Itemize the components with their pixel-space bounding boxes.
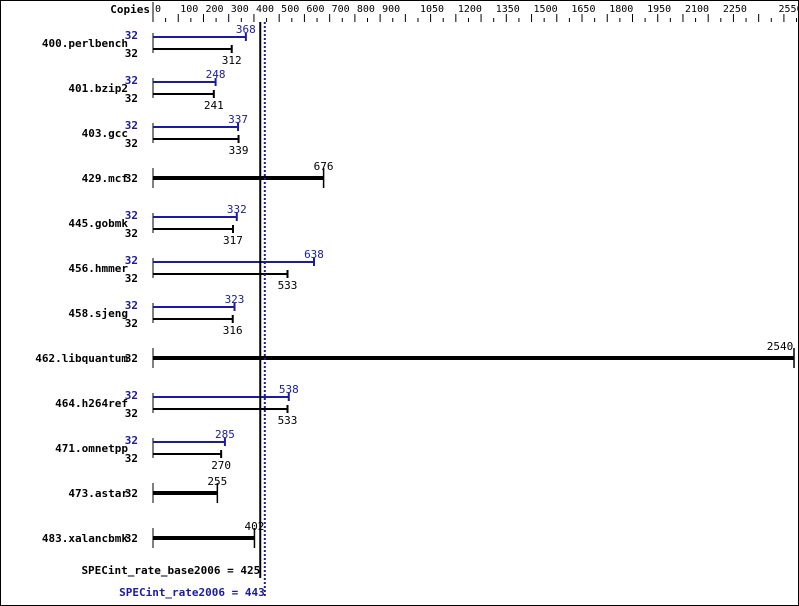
tick-label: 1800 — [609, 4, 633, 15]
base-value: 402 — [245, 520, 265, 533]
copies-peak: 32 — [125, 209, 138, 222]
tick-label: 2100 — [685, 4, 709, 15]
peak-value: 337 — [228, 113, 248, 126]
tick-label: 1050 — [420, 4, 444, 15]
axis-title: Copies — [110, 3, 150, 16]
tick-label: 300 — [231, 4, 249, 15]
copies-base: 32 — [125, 317, 138, 330]
base-value: 339 — [229, 144, 249, 157]
peak-value: 638 — [304, 248, 324, 261]
benchmark-label: 445.gobmk — [68, 217, 128, 230]
base-summary-label: SPECint_rate_base2006 = 425 — [81, 564, 260, 577]
copies-peak: 32 — [125, 434, 138, 447]
tick-label: 600 — [306, 4, 324, 15]
base-value: 312 — [222, 54, 242, 67]
benchmark-label: 471.omnetpp — [55, 442, 128, 455]
tick-label: 100 — [180, 4, 198, 15]
tick-label: 2250 — [723, 4, 747, 15]
tick-label: 1500 — [534, 4, 558, 15]
base-value: 676 — [314, 160, 334, 173]
tick-label: 900 — [382, 4, 400, 15]
copies-peak: 32 — [125, 119, 138, 132]
peak-summary-label: SPECint_rate2006 = 443 — [119, 586, 265, 599]
benchmark-label: 401.bzip2 — [68, 82, 128, 95]
copies-peak: 32 — [125, 389, 138, 402]
tick-label: 700 — [332, 4, 350, 15]
copies-peak: 32 — [125, 74, 138, 87]
benchmark-label: 483.xalancbmk — [42, 532, 128, 545]
tick-label: 800 — [357, 4, 375, 15]
copies-base: 32 — [125, 487, 138, 500]
tick-label: 500 — [281, 4, 299, 15]
base-value: 241 — [204, 99, 224, 112]
peak-value: 285 — [215, 428, 235, 441]
benchmark-label: 429.mcf — [82, 172, 128, 185]
tick-label: 1650 — [571, 4, 595, 15]
benchmark-label: 462.libquantum — [35, 352, 128, 365]
benchmark-label: 403.gcc — [82, 127, 128, 140]
copies-base: 32 — [125, 272, 138, 285]
tick-label: 1200 — [458, 4, 482, 15]
peak-value: 248 — [206, 68, 226, 81]
base-value: 316 — [223, 324, 243, 337]
tick-label: 400 — [256, 4, 274, 15]
tick-label: 0 — [155, 4, 161, 15]
base-value: 533 — [278, 414, 298, 427]
peak-value: 368 — [236, 23, 256, 36]
peak-value: 332 — [227, 203, 247, 216]
copies-peak: 32 — [125, 254, 138, 267]
base-value: 2540 — [767, 340, 794, 353]
copies-base: 32 — [125, 172, 138, 185]
tick-label: 1350 — [496, 4, 520, 15]
base-value: 533 — [278, 279, 298, 292]
copies-base: 32 — [125, 452, 138, 465]
tick-label: 200 — [205, 4, 223, 15]
copies-peak: 32 — [125, 299, 138, 312]
copies-base: 32 — [125, 137, 138, 150]
benchmark-label: 400.perlbench — [42, 37, 128, 50]
copies-base: 32 — [125, 92, 138, 105]
base-value: 270 — [211, 459, 231, 472]
benchmark-label: 473.astar — [68, 487, 128, 500]
copies-base: 32 — [125, 532, 138, 545]
copies-base: 32 — [125, 227, 138, 240]
base-value: 317 — [223, 234, 243, 247]
tick-label: 2550 — [779, 4, 799, 15]
benchmark-label: 458.sjeng — [68, 307, 128, 320]
base-value: 255 — [207, 475, 227, 488]
peak-value: 323 — [225, 293, 245, 306]
peak-value: 538 — [279, 383, 299, 396]
copies-base: 32 — [125, 352, 138, 365]
benchmark-label: 464.h264ref — [55, 397, 128, 410]
copies-peak: 32 — [125, 29, 138, 42]
benchmark-label: 456.hmmer — [68, 262, 128, 275]
tick-label: 1950 — [647, 4, 671, 15]
copies-base: 32 — [125, 407, 138, 420]
copies-base: 32 — [125, 47, 138, 60]
